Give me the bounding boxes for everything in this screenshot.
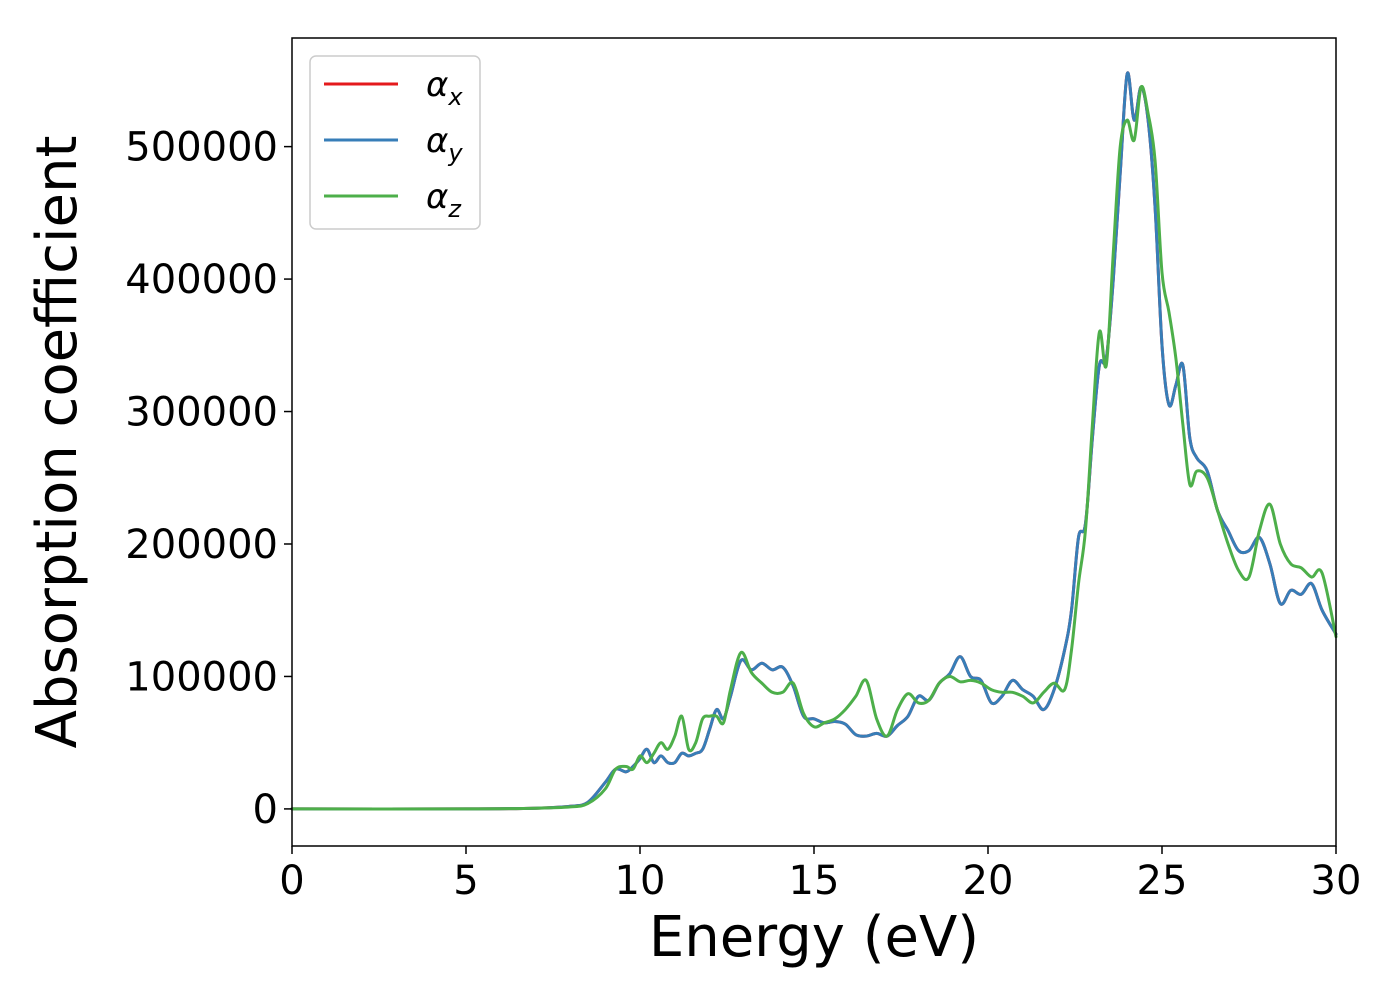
y-axis-title: Absorption coefficient	[25, 136, 90, 749]
x-tick-label: 30	[1311, 858, 1362, 904]
x-axis: 0 5 10 15 20 25 30	[279, 846, 1361, 904]
y-tick-label: 0	[253, 787, 278, 833]
y-axis: 0 100000 200000 300000 400000 500000	[125, 125, 292, 833]
series-layer	[290, 71, 1338, 811]
y-tick-label: 400000	[125, 257, 278, 303]
x-axis-title: Energy (eV)	[649, 905, 979, 970]
series-line-alpha-z	[290, 84, 1338, 811]
x-tick-label: 0	[279, 858, 304, 904]
legend-box	[309, 55, 481, 230]
x-tick-label: 15	[789, 858, 840, 904]
x-tick-label: 10	[615, 858, 666, 904]
y-tick-label: 100000	[125, 654, 278, 700]
x-tick-label: 5	[453, 858, 478, 904]
y-tick-label: 300000	[125, 390, 278, 436]
x-tick-label: 20	[963, 858, 1014, 904]
y-tick-label: 500000	[125, 125, 278, 171]
series-line-alpha-y	[290, 71, 1338, 811]
y-tick-label: 200000	[125, 522, 278, 568]
x-tick-label: 25	[1137, 858, 1188, 904]
